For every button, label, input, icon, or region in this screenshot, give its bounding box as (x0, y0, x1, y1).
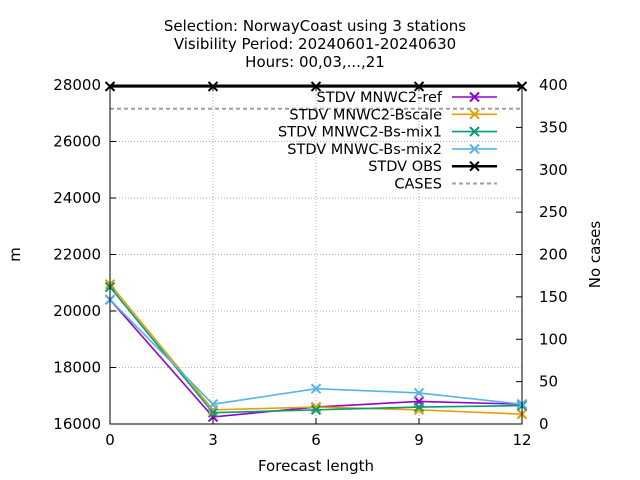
y-tick-label: 22000 (53, 246, 101, 264)
data-point (413, 401, 425, 413)
y2-tick-label: 400 (539, 76, 568, 94)
x-tick-label: 12 (512, 431, 531, 449)
series-lines (104, 81, 528, 423)
axis-ticks: 0 3 6 9 12 16000 18000 20000 22000 24000 26000 2800… (53, 76, 567, 449)
y2-tick-label: 200 (539, 246, 568, 264)
data-point (413, 387, 425, 399)
y2-tick-label: 350 (539, 118, 568, 136)
data-point (310, 404, 322, 416)
y-tick-label: 18000 (53, 359, 101, 377)
legend-marker (469, 143, 480, 155)
legend-label: STDV OBS (368, 159, 442, 175)
legend-label: STDV MNWC2-Bscale (289, 107, 442, 123)
x-tick-label: 9 (414, 431, 424, 449)
legend-label: STDV MNWC2-ref (317, 90, 443, 106)
title-line: Visibility Period: 20240601-20240630 (174, 35, 456, 53)
y-tick-label: 24000 (53, 189, 101, 207)
legend-label: STDV MNWC2-Bs-mix1 (278, 125, 442, 141)
legend-marker (469, 160, 480, 172)
y-tick-label: 16000 (53, 415, 101, 433)
chart-title: Selection: NorwayCoast using 3 stationsV… (164, 17, 466, 71)
y2-tick-label: 300 (539, 161, 568, 179)
series-3 (104, 294, 528, 410)
title-line: Hours: 00,03,...,21 (245, 53, 385, 71)
y-tick-label: 28000 (53, 76, 101, 94)
x-tick-label: 3 (208, 431, 218, 449)
data-point (207, 399, 219, 410)
data-point (207, 407, 219, 418)
legend-label: STDV MNWC-Bs-mix2 (287, 142, 442, 158)
legend-marker (469, 91, 480, 103)
y2-tick-label: 100 (539, 330, 568, 348)
y2-tick-label: 250 (539, 203, 568, 221)
y2-tick-label: 50 (539, 373, 558, 391)
x-tick-label: 6 (311, 431, 321, 449)
y2-axis-label: No cases (586, 221, 604, 289)
y2-tick-label: 0 (539, 415, 549, 433)
legend-label: CASES (394, 177, 442, 193)
legend-marker (469, 109, 480, 120)
title-line: Selection: NorwayCoast using 3 stations (164, 17, 466, 35)
y-tick-label: 20000 (53, 302, 101, 320)
data-point (310, 383, 322, 394)
y2-tick-label: 150 (539, 288, 568, 306)
y-tick-label: 26000 (53, 133, 101, 151)
x-tick-label: 0 (105, 431, 115, 449)
x-axis-label: Forecast length (258, 457, 374, 475)
legend-marker (469, 126, 480, 137)
y-axis-label: m (6, 247, 24, 262)
